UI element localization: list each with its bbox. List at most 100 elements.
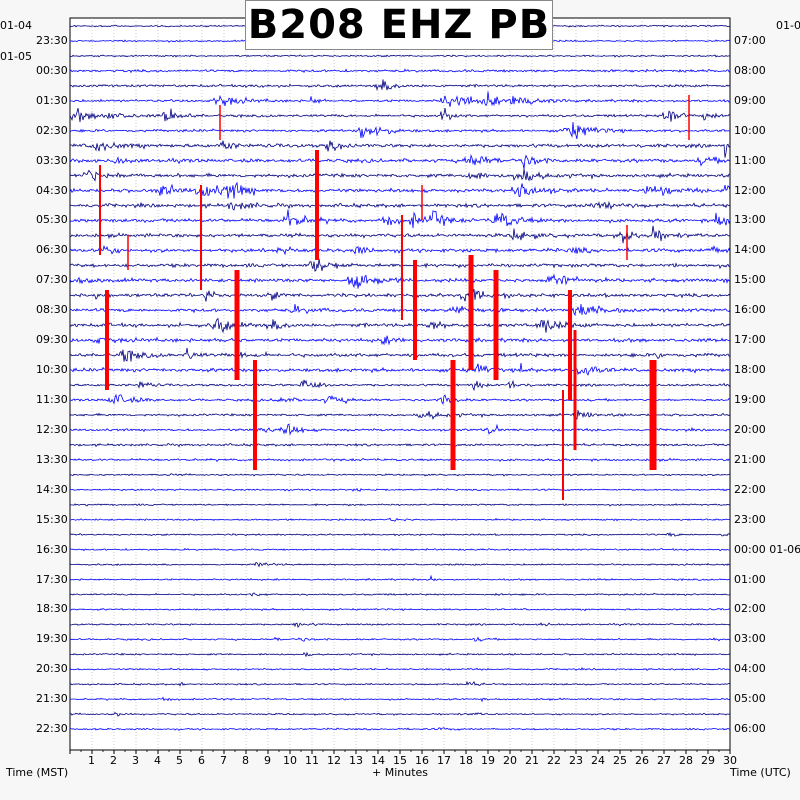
clipped-signal-mark — [493, 270, 499, 380]
left-time-label: 14:30 — [36, 482, 68, 496]
x-tick-label: 29 — [701, 754, 715, 767]
seismic-trace — [69, 503, 731, 507]
clipped-signal-mark — [568, 290, 572, 400]
clipped-signal-mark — [468, 255, 474, 370]
left-time-label: 05:30 — [36, 213, 68, 227]
chart-title: B208 EHZ PB — [247, 2, 551, 48]
clipped-signal-mark — [315, 150, 319, 260]
seismic-trace — [69, 423, 731, 436]
left-axis-label: Time (MST) — [6, 766, 69, 779]
left-time-label: 18:30 — [36, 602, 68, 616]
left-time-label: 08:30 — [36, 303, 68, 317]
x-tick-label: 4 — [154, 754, 161, 767]
seismic-trace — [69, 532, 731, 538]
left-time-label: 09:30 — [36, 333, 68, 347]
right-time-label: 04:00 — [734, 662, 766, 676]
right-time-label: 01:00 — [734, 572, 766, 586]
clipped-signal-mark — [234, 270, 240, 380]
clipped-signal-mark — [401, 215, 403, 320]
clipped-signal-mark — [450, 360, 456, 470]
right-time-label: 07:00 — [734, 33, 766, 47]
seismic-trace — [69, 181, 731, 199]
seismic-trace — [70, 487, 731, 492]
clipped-signal-mark — [105, 290, 109, 390]
seismic-trace — [70, 140, 731, 158]
seismic-trace — [69, 209, 731, 229]
seismic-trace — [69, 442, 731, 448]
x-tick-label: 11 — [305, 754, 319, 767]
x-tick-label: 24 — [591, 754, 605, 767]
clipped-signal-mark — [573, 330, 577, 450]
right-time-label: 03:00 — [734, 632, 766, 646]
seismic-trace — [69, 410, 731, 420]
right-time-label: 20:00 — [734, 422, 766, 436]
x-tick-label: 17 — [437, 754, 451, 767]
seismic-trace — [69, 696, 731, 703]
right-time-label: 02:00 — [734, 602, 766, 616]
x-tick-label: 22 — [547, 754, 561, 767]
right-time-label: 12:00 — [734, 183, 766, 197]
left-time-label: 11:30 — [36, 393, 68, 406]
seismic-trace — [69, 379, 731, 392]
seismic-trace — [69, 79, 731, 92]
left-time-label: 06:30 — [36, 243, 68, 257]
seismic-trace — [69, 303, 731, 317]
left-time-label: 19:30 — [36, 632, 68, 646]
x-tick-label: 8 — [242, 754, 249, 767]
x-tick-label: 1 — [88, 754, 95, 767]
clipped-signal-mark — [219, 105, 221, 140]
right-top-date: 01-0 — [776, 19, 800, 32]
clipped-signal-mark — [99, 165, 101, 255]
seismic-trace — [69, 273, 731, 289]
seismic-trace — [69, 317, 731, 334]
x-tick-label: 30 — [723, 754, 737, 767]
clipped-signal-mark — [649, 360, 657, 470]
x-tick-label: 20 — [503, 754, 517, 767]
left-time-label: 16:30 — [36, 542, 68, 556]
left-time-label: 15:30 — [36, 512, 68, 526]
seismic-trace — [69, 711, 731, 717]
seismic-trace — [69, 727, 731, 731]
x-tick-label: 7 — [220, 754, 227, 767]
seismic-trace — [69, 68, 731, 74]
left-time-label: 20:30 — [36, 662, 68, 676]
seismic-trace — [69, 547, 731, 552]
seismic-trace — [69, 636, 731, 642]
x-tick-label: 27 — [657, 754, 671, 767]
left-date-2: 01-05 — [0, 50, 32, 63]
clipped-signal-mark — [626, 225, 628, 260]
left-date-1: 01-04 — [0, 19, 32, 32]
clipped-signal-mark — [253, 360, 257, 470]
left-time-label: 04:30 — [36, 183, 68, 197]
right-time-label: 13:00 — [734, 213, 766, 227]
right-time-label: 00:00 01-06 — [734, 542, 800, 556]
seismic-trace — [69, 91, 731, 107]
clipped-signal-mark — [200, 185, 202, 290]
x-tick-label: 23 — [569, 754, 583, 767]
seismic-trace — [69, 592, 731, 597]
seismic-trace — [69, 561, 731, 568]
seismic-trace — [69, 347, 731, 362]
seismic-trace — [69, 168, 731, 182]
seismic-trace — [69, 335, 731, 346]
seismic-trace — [69, 153, 731, 170]
x-tick-label: 6 — [198, 754, 205, 767]
seismic-trace — [69, 651, 731, 658]
right-time-label: 23:00 — [734, 512, 766, 526]
right-time-label: 21:00 — [734, 452, 766, 466]
left-time-label: 23:30 — [36, 33, 68, 47]
seismic-trace — [69, 517, 731, 522]
left-time-label: 17:30 — [36, 572, 68, 586]
right-time-label: 19:00 — [734, 393, 766, 406]
chart-title-box: B208 EHZ PB — [245, 0, 553, 50]
seismic-trace — [69, 393, 731, 405]
left-time-label: 21:30 — [36, 692, 68, 706]
right-axis-label: Time (UTC) — [730, 766, 791, 779]
x-tick-label: 26 — [635, 754, 649, 767]
seismic-trace — [69, 607, 731, 612]
seismic-trace — [69, 680, 731, 687]
x-tick-label: 19 — [481, 754, 495, 767]
right-time-label: 18:00 — [734, 363, 766, 377]
seismic-trace — [69, 289, 731, 302]
